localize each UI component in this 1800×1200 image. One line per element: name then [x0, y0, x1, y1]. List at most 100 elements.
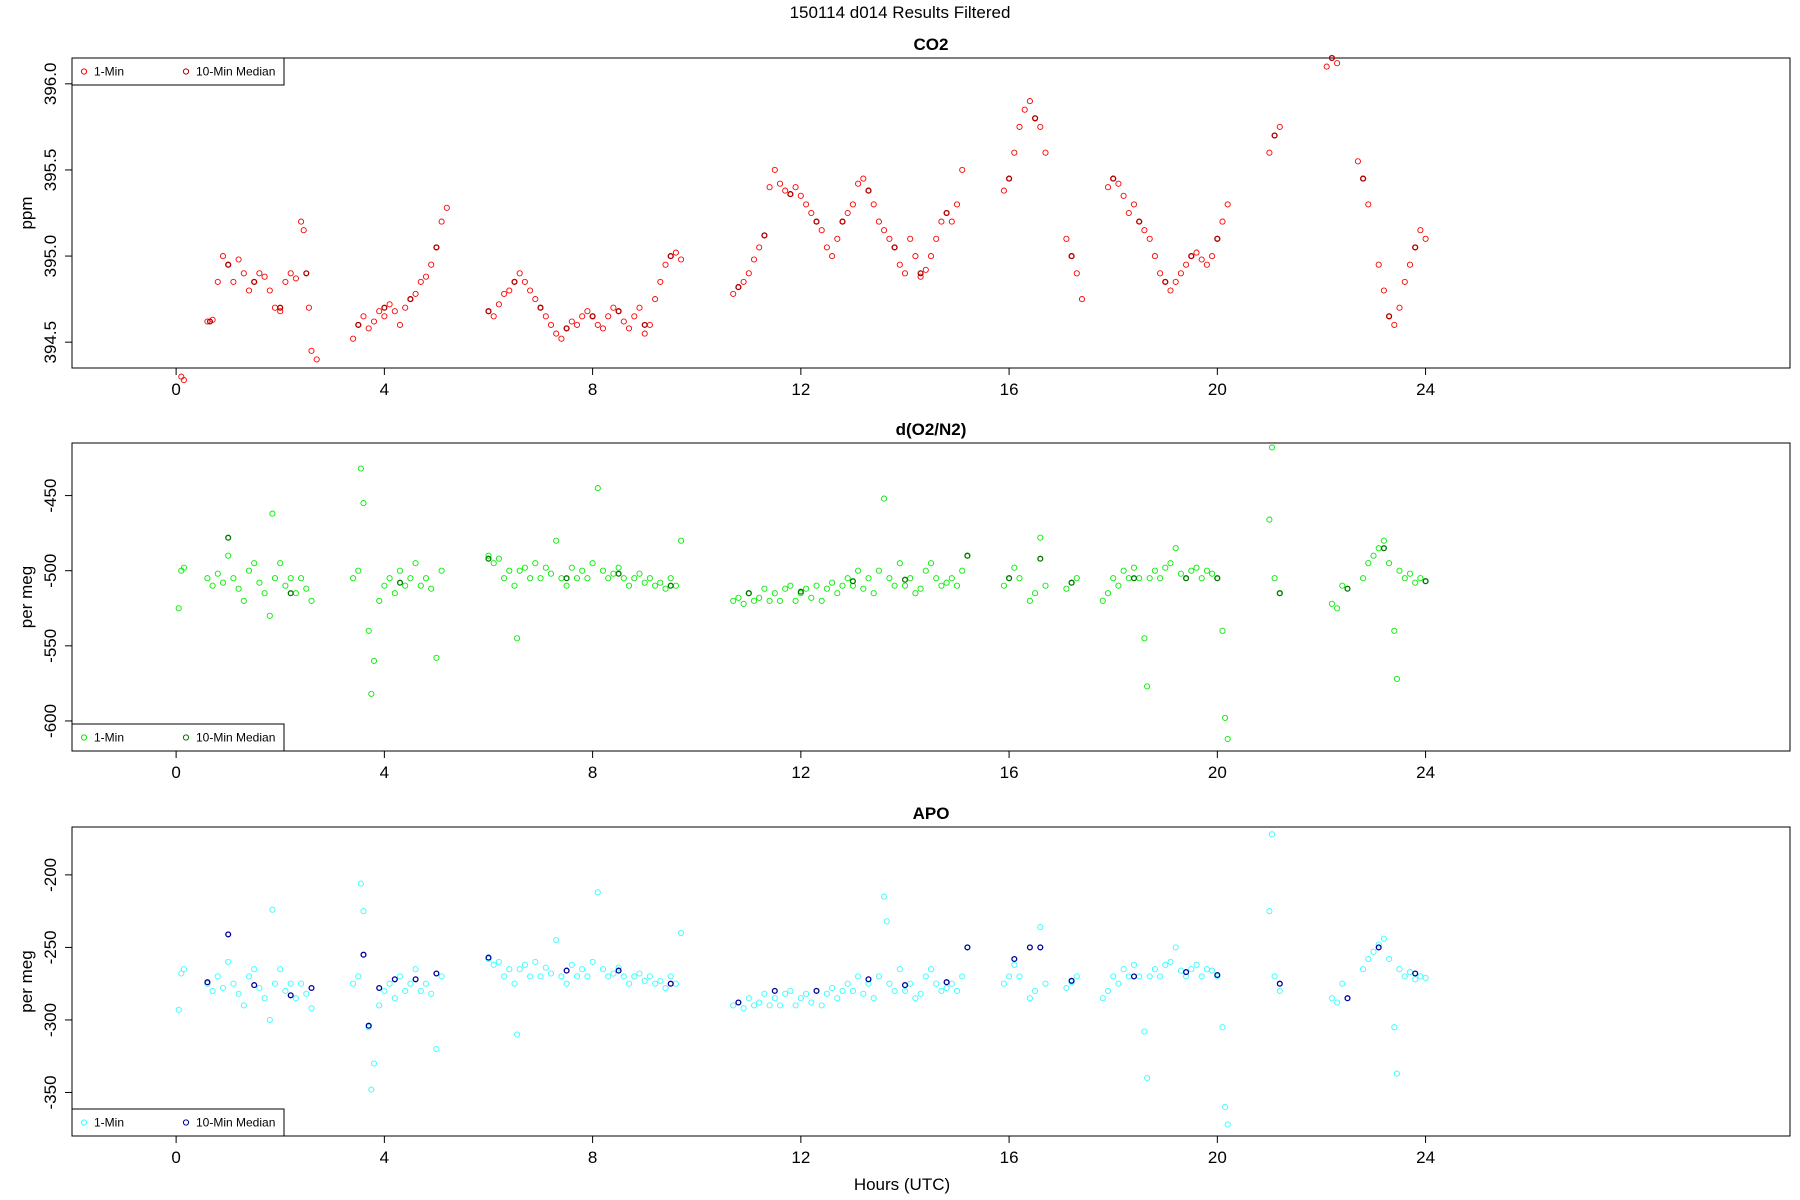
point-1min	[1167, 958, 1174, 965]
point-1min	[573, 575, 581, 582]
point-1min	[803, 201, 810, 208]
point-10min-median	[641, 321, 648, 328]
point-1min	[511, 980, 518, 987]
point-1min	[797, 192, 804, 199]
point-1min	[1422, 974, 1429, 981]
point-1min	[1183, 973, 1190, 980]
point-1min	[839, 582, 846, 589]
point-1min	[287, 980, 294, 987]
y-tick-label: -450	[41, 479, 60, 513]
point-1min	[303, 990, 310, 997]
point-1min	[1365, 201, 1372, 208]
point-1min	[875, 973, 882, 980]
point-1min	[298, 575, 305, 582]
point-1min	[1386, 560, 1393, 567]
point-10min-median	[1136, 218, 1143, 225]
point-10min-median	[849, 578, 856, 585]
point-10min-median	[1214, 575, 1221, 582]
point-1min	[1334, 60, 1341, 67]
point-1min	[1146, 973, 1153, 980]
point-1min	[943, 984, 950, 992]
point-1min	[1268, 831, 1276, 838]
point-10min-median	[251, 982, 258, 989]
point-1min	[823, 244, 830, 251]
point-1min	[615, 564, 622, 571]
point-1min	[1375, 261, 1382, 268]
point-1min	[350, 335, 357, 342]
point-10min-median	[943, 209, 950, 217]
point-1min	[646, 575, 653, 582]
point-1min	[672, 249, 679, 256]
point-1min	[407, 980, 414, 987]
point-1min	[1037, 534, 1044, 541]
point-1min	[1360, 575, 1367, 582]
point-10min-median	[1328, 54, 1335, 62]
point-1min	[547, 570, 555, 577]
point-1min	[599, 567, 607, 574]
point-1min	[1412, 579, 1419, 586]
point-1min	[1120, 567, 1127, 574]
legend-marker-median	[182, 734, 190, 741]
point-1min	[532, 296, 539, 303]
panel-title: d(O2/N2)	[896, 420, 967, 439]
point-10min-median	[433, 970, 440, 977]
point-1min	[1266, 908, 1273, 915]
point-1min	[579, 313, 586, 320]
point-1min	[1026, 995, 1033, 1002]
point-1min	[834, 590, 841, 597]
point-1min	[355, 973, 362, 980]
point-1min	[771, 995, 778, 1002]
point-1min	[214, 278, 221, 285]
point-1min	[251, 560, 258, 567]
point-1min	[1151, 966, 1158, 973]
point-1min	[412, 290, 419, 297]
point-1min	[959, 973, 966, 980]
point-1min	[927, 966, 935, 973]
point-1min	[506, 567, 513, 574]
point-10min-median	[813, 218, 820, 225]
point-1min	[506, 966, 513, 973]
x-tick-label: 16	[1000, 1148, 1019, 1167]
point-1min	[1120, 966, 1127, 973]
x-tick-label: 20	[1208, 380, 1227, 399]
point-1min	[230, 278, 237, 285]
point-1min	[881, 495, 888, 502]
point-1min	[735, 594, 742, 601]
point-1min	[657, 579, 664, 586]
point-1min	[1130, 961, 1138, 968]
x-tick-label: 4	[380, 380, 389, 399]
point-10min-median	[615, 308, 622, 315]
point-1min	[844, 575, 851, 582]
point-1min	[175, 1006, 182, 1013]
x-tick-label: 8	[588, 1148, 597, 1167]
point-1min	[922, 266, 929, 273]
point-1min	[948, 575, 955, 582]
point-1min	[542, 964, 549, 971]
point-1min	[912, 253, 919, 260]
point-1min	[631, 575, 638, 582]
point-1min	[357, 465, 364, 472]
point-1min	[443, 204, 450, 211]
point-1min	[907, 575, 914, 582]
data-points	[175, 444, 1429, 743]
point-1min	[641, 977, 648, 984]
point-1min	[514, 1031, 521, 1038]
x-tick-label: 12	[791, 380, 810, 399]
point-1min	[803, 990, 810, 997]
y-tick-label: -600	[41, 704, 60, 738]
point-1min	[209, 582, 216, 589]
point-1min	[1167, 560, 1174, 567]
point-1min	[667, 973, 674, 980]
point-1min	[292, 275, 299, 282]
point-1min	[256, 270, 263, 277]
point-1min	[287, 270, 294, 277]
point-1min	[495, 958, 502, 965]
point-1min	[568, 318, 575, 325]
point-1min	[641, 579, 648, 586]
point-1min	[776, 180, 784, 187]
point-1min	[180, 966, 187, 973]
point-1min	[402, 987, 409, 994]
point-1min	[579, 966, 586, 973]
point-1min	[485, 552, 492, 559]
point-1min	[761, 585, 768, 592]
